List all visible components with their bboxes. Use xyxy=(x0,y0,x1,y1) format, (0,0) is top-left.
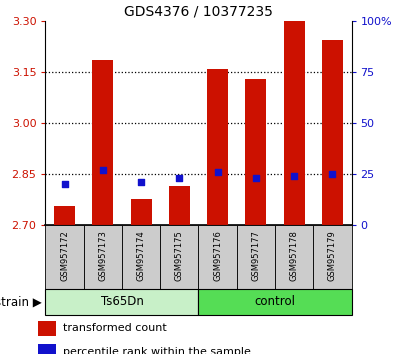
Bar xyxy=(131,199,152,225)
Bar xyxy=(45,289,199,315)
Bar xyxy=(54,206,75,225)
Text: GSM957179: GSM957179 xyxy=(328,230,337,281)
Bar xyxy=(284,21,305,225)
Text: Ts65Dn: Ts65Dn xyxy=(100,295,143,308)
Bar xyxy=(199,225,237,289)
Bar xyxy=(245,79,266,225)
Text: strain ▶: strain ▶ xyxy=(0,295,41,308)
Point xyxy=(291,173,297,179)
Point xyxy=(61,181,68,187)
Bar xyxy=(275,225,313,289)
Point xyxy=(214,169,221,175)
Bar xyxy=(199,289,352,315)
Point xyxy=(100,167,106,173)
Text: GSM957177: GSM957177 xyxy=(251,230,260,281)
Bar xyxy=(160,225,199,289)
Bar xyxy=(169,186,190,225)
Text: percentile rank within the sample: percentile rank within the sample xyxy=(63,347,250,354)
Bar xyxy=(322,40,343,225)
Bar xyxy=(92,60,113,225)
Text: control: control xyxy=(254,295,295,308)
Bar xyxy=(38,344,56,354)
Bar xyxy=(45,225,84,289)
Text: GSM957172: GSM957172 xyxy=(60,230,69,281)
Point xyxy=(176,175,182,181)
Text: GSM957178: GSM957178 xyxy=(290,230,299,281)
Point xyxy=(329,171,336,177)
Bar xyxy=(313,225,352,289)
Text: transformed count: transformed count xyxy=(63,323,166,333)
Text: GSM957175: GSM957175 xyxy=(175,230,184,281)
Bar xyxy=(207,69,228,225)
Text: GSM957176: GSM957176 xyxy=(213,230,222,281)
Point xyxy=(253,175,259,181)
Bar xyxy=(122,225,160,289)
Point xyxy=(138,179,144,185)
Text: GSM957173: GSM957173 xyxy=(98,230,107,281)
Text: GSM957174: GSM957174 xyxy=(137,230,146,281)
Title: GDS4376 / 10377235: GDS4376 / 10377235 xyxy=(124,5,273,19)
Bar xyxy=(38,321,56,336)
Bar xyxy=(84,225,122,289)
Bar xyxy=(237,225,275,289)
